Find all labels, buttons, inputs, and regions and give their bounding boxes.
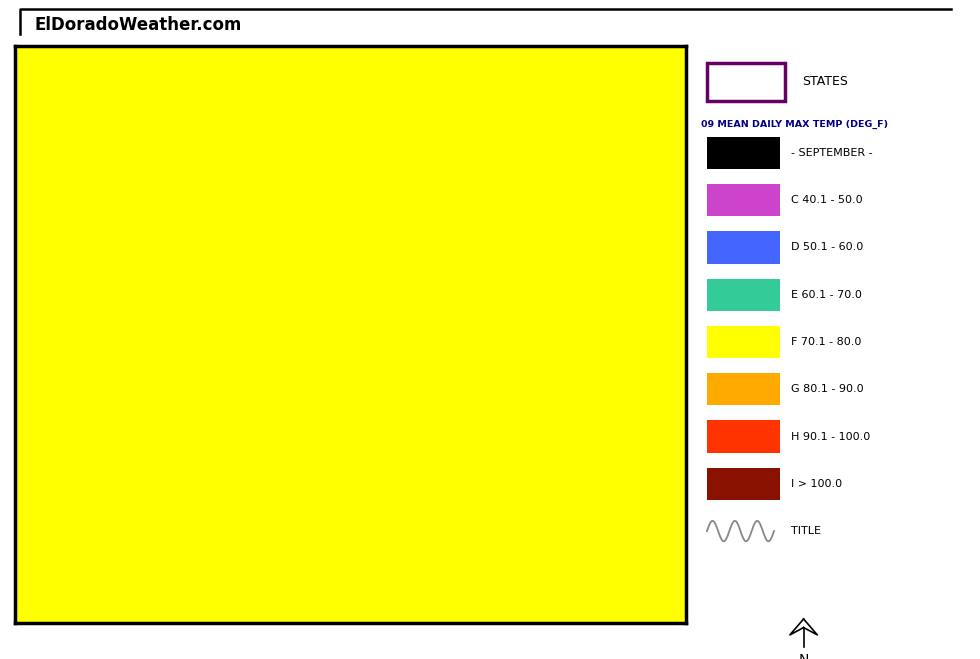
Text: F 70.1 - 80.0: F 70.1 - 80.0 [791,337,861,347]
Text: C 40.1 - 50.0: C 40.1 - 50.0 [791,195,862,205]
FancyBboxPatch shape [707,184,780,216]
Text: D 50.1 - 60.0: D 50.1 - 60.0 [791,243,863,252]
Text: ElDoradoWeather.com: ElDoradoWeather.com [34,16,242,34]
Text: H 90.1 - 100.0: H 90.1 - 100.0 [791,432,870,442]
Text: - SEPTEMBER -: - SEPTEMBER - [791,148,872,158]
FancyBboxPatch shape [707,136,780,169]
FancyBboxPatch shape [707,468,780,500]
Text: TITLE: TITLE [791,526,821,536]
FancyBboxPatch shape [707,326,780,358]
FancyBboxPatch shape [707,373,780,405]
Text: N: N [799,653,808,659]
Text: 09 MEAN DAILY MAX TEMP (DEG_F): 09 MEAN DAILY MAX TEMP (DEG_F) [702,119,889,129]
FancyBboxPatch shape [707,231,780,264]
Text: G 80.1 - 90.0: G 80.1 - 90.0 [791,384,863,394]
Text: I > 100.0: I > 100.0 [791,479,842,489]
Text: E 60.1 - 70.0: E 60.1 - 70.0 [791,290,861,300]
FancyBboxPatch shape [707,279,780,311]
FancyBboxPatch shape [707,63,785,101]
FancyBboxPatch shape [707,420,780,453]
Text: STATES: STATES [802,75,848,88]
